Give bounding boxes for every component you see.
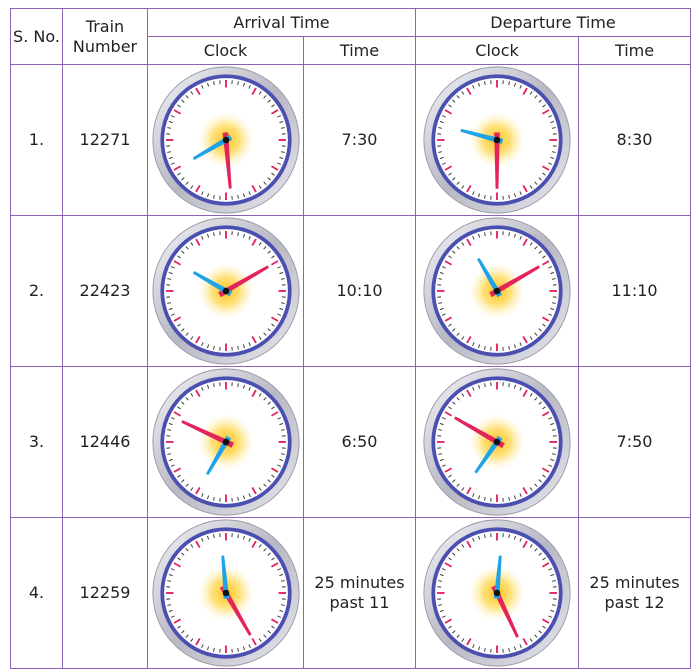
departure-time: 25 minutes past 12 [579, 518, 691, 669]
clock-illustration [422, 518, 572, 668]
train-number: 22423 [63, 216, 148, 367]
header-cell: Arrival Time [148, 9, 416, 37]
departure-time: 11:10 [579, 216, 691, 367]
arrival-time: 25 minutes past 11 [304, 518, 416, 669]
clock-cell [148, 65, 304, 216]
table-row: 2.22423 10:10 11:10 [11, 216, 691, 367]
serial-number: 1. [11, 65, 63, 216]
clock-cell [416, 65, 579, 216]
header-cell: Time [579, 37, 691, 65]
clock-illustration [422, 367, 572, 517]
arrival-time: 10:10 [304, 216, 416, 367]
clock-cell [148, 216, 304, 367]
clock-cell [148, 518, 304, 669]
departure-time: 7:50 [579, 367, 691, 518]
serial-number: 4. [11, 518, 63, 669]
departure-time: 8:30 [579, 65, 691, 216]
train-number: 12271 [63, 65, 148, 216]
serial-number: 3. [11, 367, 63, 518]
clock-illustration [422, 65, 572, 215]
header-cell: Time [304, 37, 416, 65]
clock-illustration [151, 65, 301, 215]
train-table: S. No. Train Number Arrival Time Departu… [10, 8, 691, 669]
clock-illustration [151, 216, 301, 366]
header-cell: Departure Time [416, 9, 691, 37]
clock-cell [416, 518, 579, 669]
header-cell: Clock [148, 37, 304, 65]
serial-number: 2. [11, 216, 63, 367]
train-number: 12446 [63, 367, 148, 518]
header-cell: Train Number [63, 9, 148, 65]
arrival-time: 7:30 [304, 65, 416, 216]
header-cell: S. No. [11, 9, 63, 65]
arrival-time: 6:50 [304, 367, 416, 518]
clock-cell [416, 216, 579, 367]
table-row: 1.12271 7:30 8:30 [11, 65, 691, 216]
table-row: 3.12446 6:50 7:50 [11, 367, 691, 518]
header-cell: Clock [416, 37, 579, 65]
table-row: 4.12259 25 minutes past 11 25 minutes past… [11, 518, 691, 669]
page: S. No. Train Number Arrival Time Departu… [0, 0, 695, 636]
clock-cell [416, 367, 579, 518]
clock-illustration [151, 518, 301, 668]
clock-illustration [151, 367, 301, 517]
train-number: 12259 [63, 518, 148, 669]
clock-cell [148, 367, 304, 518]
clock-illustration [422, 216, 572, 366]
